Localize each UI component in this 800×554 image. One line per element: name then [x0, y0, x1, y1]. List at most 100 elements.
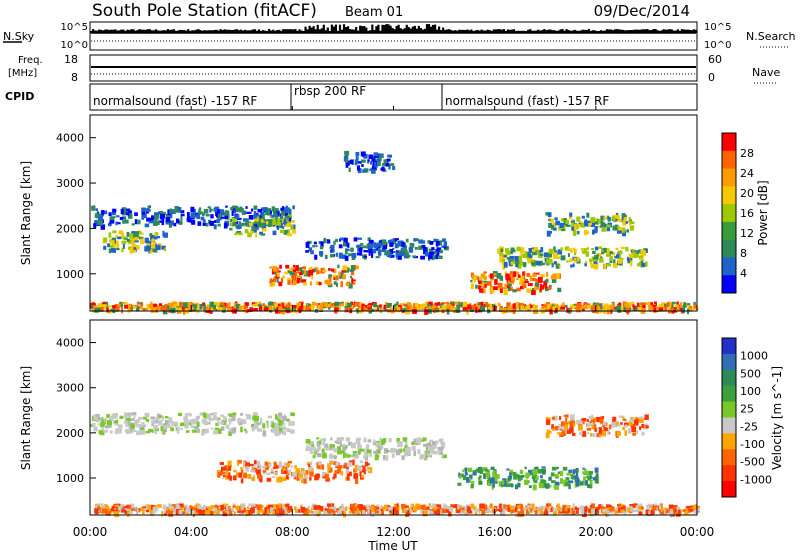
data-point	[594, 246, 599, 251]
data-point	[433, 238, 437, 243]
colorbar-tick-label: 1000	[740, 350, 768, 363]
nsky-bar	[553, 30, 556, 33]
data-point	[626, 256, 630, 262]
data-point	[141, 211, 146, 215]
data-point	[617, 308, 621, 313]
data-point	[257, 510, 261, 515]
data-point	[489, 504, 492, 507]
data-point	[131, 418, 135, 422]
data-point	[645, 509, 650, 516]
data-point	[538, 482, 544, 489]
data-point	[456, 507, 460, 514]
data-point	[175, 307, 178, 311]
nsky-bar	[688, 29, 692, 33]
data-point	[432, 503, 436, 506]
data-point	[404, 505, 409, 508]
data-point	[553, 246, 556, 251]
data-point	[582, 249, 585, 254]
nsky-bar	[231, 29, 234, 33]
data-point	[229, 227, 233, 231]
data-point	[634, 416, 638, 420]
data-point	[596, 416, 601, 423]
nsky-bar	[274, 30, 277, 33]
data-point	[333, 240, 336, 245]
data-point	[328, 267, 331, 271]
data-point	[262, 470, 267, 473]
data-point	[586, 470, 591, 477]
data-point	[331, 506, 337, 512]
data-point	[106, 414, 110, 419]
data-point	[259, 417, 263, 424]
data-point	[317, 445, 320, 451]
data-point	[526, 505, 532, 508]
data-point	[525, 509, 530, 514]
data-point	[533, 246, 539, 250]
data-point	[592, 303, 596, 308]
data-point	[119, 415, 124, 419]
data-point	[150, 416, 156, 420]
data-point	[152, 506, 158, 512]
data-point	[260, 233, 266, 236]
data-point	[622, 219, 627, 226]
data-point	[107, 243, 111, 248]
data-point	[379, 155, 384, 158]
nsky-bar	[545, 30, 548, 33]
data-point	[630, 416, 633, 421]
data-point	[357, 161, 363, 164]
data-point	[626, 506, 629, 513]
data-point	[250, 222, 254, 225]
data-point	[612, 215, 616, 220]
data-point	[101, 209, 105, 215]
data-point	[474, 510, 478, 516]
nsky-bar	[292, 29, 295, 33]
data-point	[387, 449, 390, 453]
data-point	[585, 507, 591, 510]
data-point	[464, 467, 468, 471]
data-point	[636, 250, 640, 254]
data-point	[597, 219, 601, 224]
data-point	[281, 421, 284, 424]
data-point	[560, 478, 564, 484]
data-point	[534, 283, 540, 289]
data-point	[552, 222, 556, 228]
data-point	[592, 302, 596, 306]
nsky-bar	[270, 30, 273, 33]
data-point	[362, 169, 366, 173]
data-point	[133, 306, 137, 309]
data-point	[556, 252, 559, 255]
data-point	[290, 413, 296, 417]
data-point	[354, 159, 358, 165]
data-point	[403, 249, 408, 256]
data-point	[403, 307, 407, 311]
data-point	[229, 413, 234, 418]
data-point	[257, 304, 262, 307]
data-point	[367, 237, 371, 242]
data-point	[252, 415, 256, 421]
data-point	[290, 465, 293, 469]
data-point	[253, 226, 259, 230]
data-point	[597, 246, 603, 249]
data-point	[299, 477, 303, 480]
data-point	[346, 471, 352, 477]
nsky-bar	[205, 30, 208, 33]
data-point	[571, 508, 574, 512]
data-point	[516, 246, 521, 252]
data-point	[327, 302, 332, 305]
data-point	[197, 428, 200, 432]
data-point	[239, 510, 243, 516]
data-point	[680, 302, 683, 308]
data-point	[628, 421, 633, 426]
nsky-bar	[136, 29, 139, 33]
data-point	[245, 510, 249, 517]
data-point	[638, 306, 643, 311]
data-point	[374, 307, 378, 310]
y-tick-label: 4000	[56, 132, 84, 145]
data-point	[533, 469, 538, 474]
data-point	[439, 438, 444, 444]
nsky-bar	[630, 30, 633, 33]
nsky-bar	[344, 27, 348, 33]
data-point	[311, 275, 314, 280]
data-point	[538, 289, 543, 293]
data-point	[633, 305, 636, 310]
data-point	[326, 279, 332, 286]
